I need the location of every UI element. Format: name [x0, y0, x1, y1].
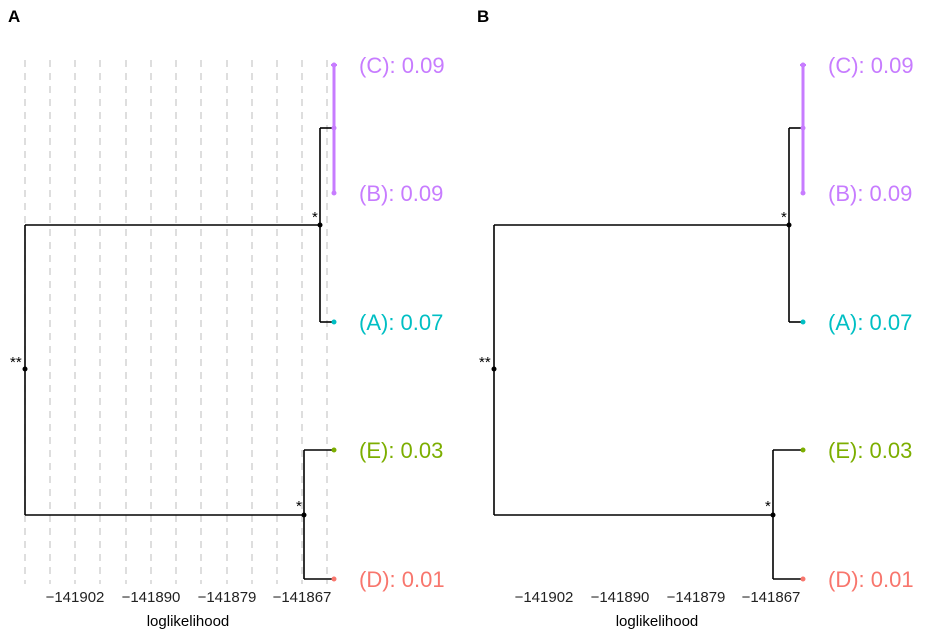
panel-a-node-bc: [331, 125, 337, 131]
panel-a-x-tick-0: −141902: [46, 589, 105, 606]
panel-b-tip-dot-e: [800, 447, 806, 453]
panel-b-node-root: [491, 366, 497, 372]
panel-a-tip-dot-c: [331, 62, 337, 68]
panel-a-x-tick-1: −141890: [122, 589, 181, 606]
panel-b-letter: B: [477, 7, 489, 26]
panel-a-node-mark-1: *: [312, 209, 318, 226]
panel-a-node-mark-2: *: [296, 498, 302, 515]
panel-b-tip-label-e: (E): 0.03: [828, 438, 912, 463]
panel-b-node-mark-1: *: [781, 209, 787, 226]
panel-a-tip-dot-e: [331, 447, 337, 453]
panel-a-tip-dot-a: [331, 319, 337, 325]
panel-b-tip-dot-d: [800, 576, 806, 582]
panel-a-node-abc: [317, 222, 323, 228]
panel-b-tip-label-b: (B): 0.09: [828, 181, 912, 206]
panel-b-tip-dot-b: [800, 190, 806, 196]
panel-b-node-mark-2: *: [765, 498, 771, 515]
panel-a-x-tick-3: −141867: [273, 589, 332, 606]
panel-b-x-tick-2: −141879: [667, 589, 726, 606]
panel-b-x-tick-3: −141867: [742, 589, 801, 606]
panel-b-node-bc: [800, 125, 806, 131]
panel-a-x-tick-2: −141879: [198, 589, 257, 606]
panel-b-x-tick-1: −141890: [591, 589, 650, 606]
panel-a-tip-label-d: (D): 0.01: [359, 567, 445, 592]
panel-a-tip-dot-d: [331, 576, 337, 582]
panel-b-tip-dot-c: [800, 62, 806, 68]
panel-a-tip-label-c: (C): 0.09: [359, 53, 445, 78]
panel-a-tip-dot-b: [331, 190, 337, 196]
panel-b-node-mark-0: **: [479, 354, 491, 371]
panel-b-tip-label-d: (D): 0.01: [828, 567, 914, 592]
panel-a-tip-label-b: (B): 0.09: [359, 181, 443, 206]
panel-a-node-mark-0: **: [10, 354, 22, 371]
panel-a-tip-label-e: (E): 0.03: [359, 438, 443, 463]
panel-b-node-abc: [786, 222, 792, 228]
panel-a-node-de: [301, 512, 307, 518]
panel-b-x-axis-title: loglikelihood: [616, 613, 699, 630]
panel-a-x-axis-title: loglikelihood: [147, 613, 230, 630]
panel-b-x-tick-0: −141902: [515, 589, 574, 606]
panel-a-node-root: [22, 366, 28, 372]
panel-a-letter: A: [8, 7, 20, 26]
panel-b-tip-label-a: (A): 0.07: [828, 310, 912, 335]
panel-a-tip-label-a: (A): 0.07: [359, 310, 443, 335]
panel-b-tip-label-c: (C): 0.09: [828, 53, 914, 78]
panel-b-tip-dot-a: [800, 319, 806, 325]
panel-b-node-de: [770, 512, 776, 518]
